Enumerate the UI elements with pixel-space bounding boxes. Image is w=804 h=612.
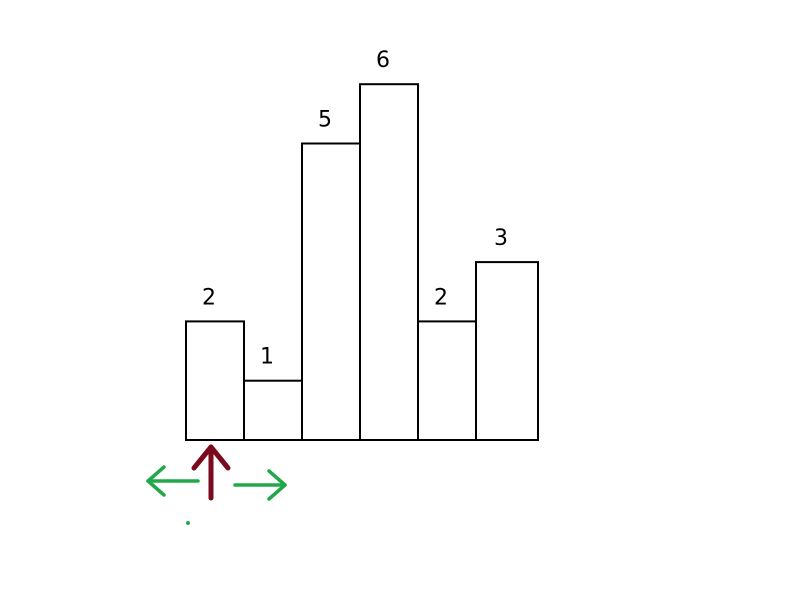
- bar-1: [243, 379, 303, 442]
- bar-0: [185, 320, 245, 441]
- data-label-1: 1: [260, 345, 274, 370]
- scan-right-arrow-icon: [233, 469, 287, 501]
- bar-4: [417, 320, 477, 441]
- data-label-4: 2: [434, 285, 448, 310]
- data-labels-group: 2 1 5 6 2 3: [202, 48, 508, 370]
- pointer-up-arrow-icon: [191, 444, 231, 501]
- bar-3: [359, 83, 419, 441]
- bar-5: [475, 261, 539, 441]
- scan-dot-icon: [186, 521, 190, 525]
- bars-group: [185, 83, 539, 442]
- data-label-0: 2: [202, 285, 216, 310]
- scan-left-arrow-icon: [146, 465, 200, 497]
- data-label-2: 5: [318, 108, 332, 133]
- data-label-5: 3: [494, 226, 508, 251]
- bar-2: [301, 142, 361, 441]
- data-label-3: 6: [376, 48, 390, 73]
